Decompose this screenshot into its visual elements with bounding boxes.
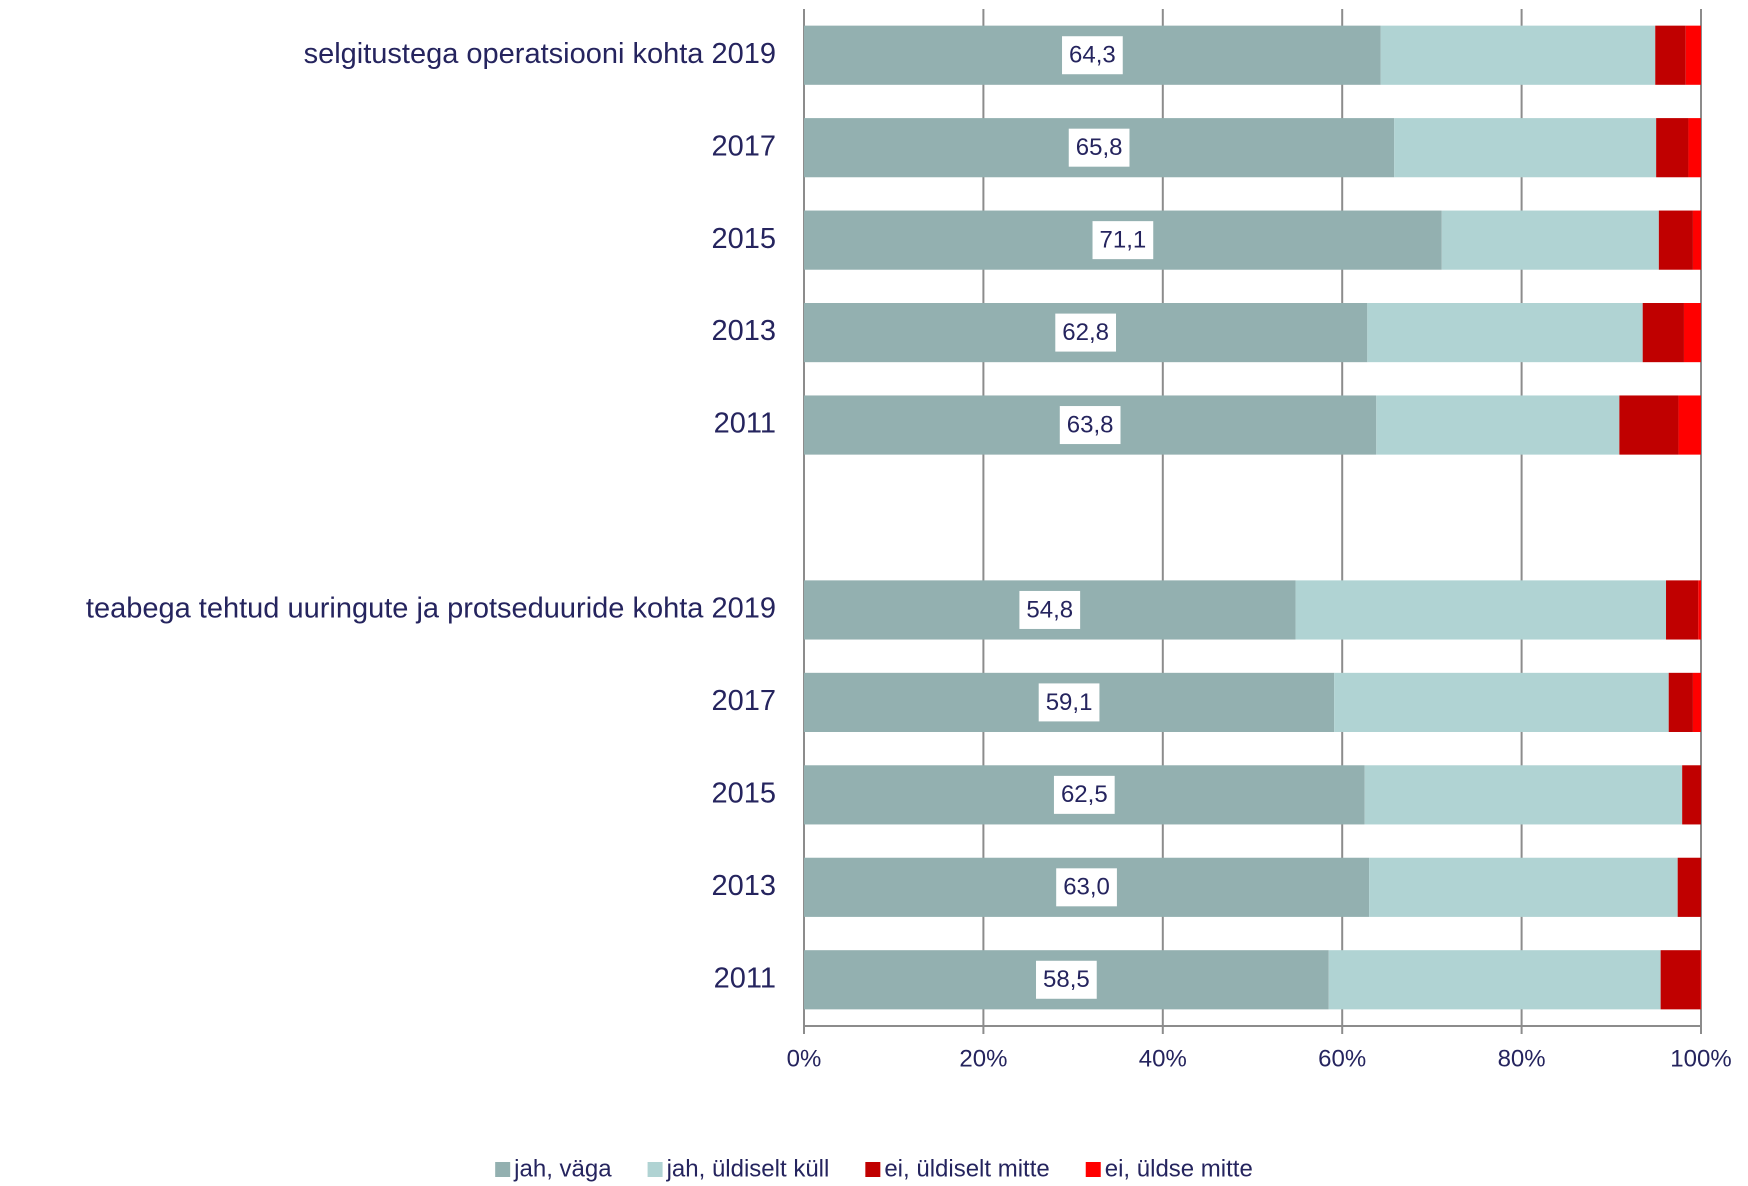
data-label-box	[1038, 683, 1100, 722]
y-tick-label: 2013	[711, 315, 776, 347]
y-tick-label: 2013	[711, 870, 776, 902]
data-label-box	[1019, 590, 1081, 629]
x-tick-label: 80%	[1498, 1045, 1546, 1072]
bar-segment	[1683, 303, 1701, 363]
data-label: 71,1	[1100, 226, 1147, 253]
bar-segment	[1682, 765, 1701, 825]
bar-segment	[1678, 395, 1701, 455]
legend-swatch	[647, 1162, 663, 1177]
bar-segment	[1376, 395, 1620, 455]
data-label: 63,0	[1063, 874, 1110, 901]
data-label-box	[1068, 128, 1130, 167]
legend-swatch	[865, 1162, 881, 1177]
bar-segment	[1619, 395, 1679, 455]
bar-segment	[1685, 25, 1701, 85]
x-tick-label: 0%	[787, 1045, 822, 1072]
bar-segment	[1380, 25, 1656, 85]
y-tick-label: 2017	[711, 685, 776, 717]
data-label-box	[1062, 36, 1123, 75]
data-label: 59,1	[1046, 689, 1093, 716]
legend: jah, väga jah, üldiselt küll ei, üldiselt …	[495, 1155, 1253, 1182]
bar-segment	[1692, 672, 1701, 732]
bar-segment	[1656, 118, 1689, 178]
data-label-box	[1056, 868, 1117, 907]
data-label: 62,5	[1061, 781, 1108, 808]
x-tick-label: 100%	[1670, 1045, 1731, 1072]
bar-segment	[1367, 303, 1643, 363]
bar-segment	[1364, 765, 1683, 825]
bar-segment	[1655, 25, 1686, 85]
data-label-box	[1036, 960, 1097, 999]
bar-segment	[1668, 672, 1693, 732]
y-tick-label: selgitustega operatsiooni kohta 2019	[304, 38, 776, 70]
data-label: 62,8	[1062, 319, 1109, 346]
bar-segment	[1369, 857, 1678, 917]
bar-segment	[1692, 210, 1701, 270]
legend-swatch	[495, 1162, 511, 1177]
bar-segment	[1700, 950, 1701, 1010]
x-tick-label: 40%	[1139, 1045, 1187, 1072]
bar-segment	[1658, 210, 1693, 270]
data-label: 63,8	[1067, 411, 1114, 438]
data-label: 65,8	[1076, 134, 1123, 161]
legend-label: ei, üldiselt mitte	[884, 1155, 1049, 1182]
y-tick-label: 2011	[714, 408, 776, 440]
bar-segment	[1328, 950, 1661, 1010]
legend-swatch	[1085, 1162, 1101, 1177]
data-label: 64,3	[1069, 42, 1116, 69]
bar-segment	[1660, 950, 1701, 1010]
bar-segment	[1642, 303, 1684, 363]
data-label-box	[1059, 406, 1121, 445]
bar-segment	[1394, 118, 1657, 178]
bar-segment	[1698, 580, 1701, 640]
y-tick-label: 2015	[711, 223, 776, 255]
legend-label: ei, üldse mitte	[1105, 1155, 1253, 1182]
y-tick-label: 2015	[711, 778, 776, 810]
bar-segment	[1677, 857, 1701, 917]
y-tick-label: 2017	[711, 130, 776, 162]
bar-segment	[1666, 580, 1699, 640]
legend-label: jah, üldiselt küll	[666, 1155, 830, 1182]
x-tick-label: 60%	[1318, 1045, 1366, 1072]
bar-segment	[1334, 672, 1669, 732]
bar-segment	[1441, 210, 1659, 270]
data-label: 54,8	[1026, 596, 1073, 623]
y-tick-label: 2011	[714, 962, 776, 994]
data-label-box	[1053, 775, 1115, 814]
y-tick-label: teabega tehtud uuringute ja protseduurid…	[86, 593, 776, 625]
bar-segment	[1295, 580, 1667, 640]
data-label-box	[1055, 313, 1117, 352]
data-label-box	[1092, 221, 1154, 260]
bar-segment	[1688, 118, 1701, 178]
legend-label: jah, väga	[513, 1155, 612, 1182]
data-label: 58,5	[1043, 966, 1090, 993]
x-tick-label: 20%	[959, 1045, 1007, 1072]
